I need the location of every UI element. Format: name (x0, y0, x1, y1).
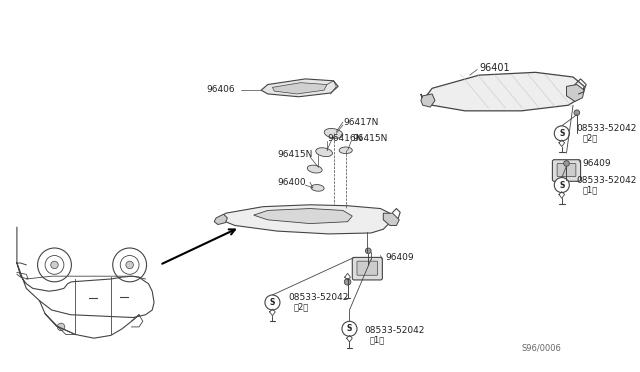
Text: 96417N: 96417N (344, 118, 380, 126)
FancyBboxPatch shape (352, 257, 382, 280)
Text: 96401: 96401 (479, 62, 509, 73)
Circle shape (554, 126, 570, 141)
Ellipse shape (311, 185, 324, 191)
Text: 96415N: 96415N (277, 150, 312, 158)
Text: S: S (269, 298, 275, 307)
Polygon shape (261, 79, 338, 97)
Text: 96400: 96400 (277, 178, 306, 187)
Text: S: S (347, 324, 352, 333)
Circle shape (554, 177, 570, 193)
Polygon shape (214, 214, 227, 225)
Polygon shape (216, 205, 390, 234)
Circle shape (564, 161, 570, 166)
Circle shape (58, 323, 65, 331)
Ellipse shape (316, 148, 332, 157)
Circle shape (51, 261, 58, 269)
Circle shape (126, 261, 133, 269)
Polygon shape (566, 84, 584, 102)
Polygon shape (421, 72, 584, 111)
Text: （2）: （2） (582, 134, 598, 142)
Circle shape (265, 295, 280, 310)
Text: （1）: （1） (369, 336, 385, 344)
Text: 96409: 96409 (385, 253, 414, 262)
Text: （2）: （2） (294, 303, 309, 312)
FancyBboxPatch shape (357, 261, 378, 275)
Circle shape (342, 321, 357, 336)
Circle shape (45, 256, 64, 274)
Polygon shape (273, 83, 327, 94)
Ellipse shape (307, 165, 322, 173)
Text: 96415N: 96415N (352, 134, 388, 142)
Polygon shape (253, 209, 352, 224)
FancyBboxPatch shape (557, 163, 576, 177)
Text: 08533-52042: 08533-52042 (289, 293, 349, 302)
Ellipse shape (339, 147, 352, 154)
Text: 08533-52042: 08533-52042 (365, 326, 425, 335)
Text: S96/0006: S96/0006 (522, 343, 561, 352)
Text: 96409: 96409 (582, 159, 611, 168)
Ellipse shape (324, 128, 343, 138)
Text: 08533-52042: 08533-52042 (577, 176, 637, 185)
Text: （1）: （1） (582, 185, 598, 194)
Circle shape (574, 110, 580, 116)
Circle shape (344, 279, 351, 285)
Circle shape (38, 248, 72, 282)
Text: S: S (559, 129, 564, 138)
Text: S: S (559, 180, 564, 190)
Circle shape (120, 256, 139, 274)
Text: 96416N: 96416N (327, 134, 362, 142)
FancyBboxPatch shape (552, 160, 580, 181)
Polygon shape (421, 94, 435, 107)
Text: 96406: 96406 (207, 85, 236, 94)
Circle shape (113, 248, 147, 282)
Text: 08533-52042: 08533-52042 (577, 124, 637, 133)
Polygon shape (383, 213, 399, 225)
Circle shape (365, 248, 371, 254)
